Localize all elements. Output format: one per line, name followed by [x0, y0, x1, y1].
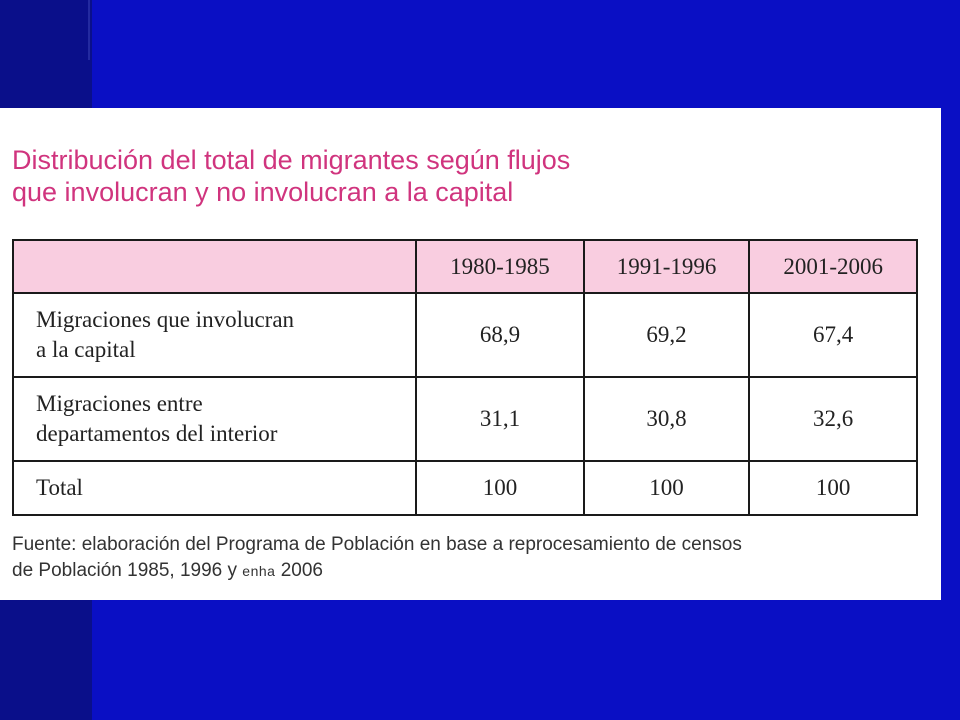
row-label-line-2: departamentos del interior [36, 421, 278, 446]
row-label-line-1: Total [36, 475, 83, 500]
slide-title: Distribución del total de migrantes segú… [12, 144, 912, 208]
table-header-row: 1980-1985 1991-1996 2001-2006 [11, 239, 918, 294]
header-cell-empty [11, 239, 418, 294]
row-label: Migraciones entre departamentos del inte… [11, 376, 418, 462]
table-cell: 30,8 [582, 376, 751, 462]
row-label-line-1: Migraciones que involucran [36, 307, 295, 332]
slide-panel: Distribución del total de migrantes segú… [0, 108, 941, 600]
header-cell-1980-1985: 1980-1985 [415, 239, 585, 294]
table-row: Migraciones que involucran a la capital … [11, 292, 918, 378]
source-enha: enha [242, 563, 276, 579]
title-line-1: Distribución del total de migrantes segú… [12, 145, 571, 175]
source-line-2-start: de Población 1985, 1996 y [12, 560, 243, 581]
table-row: Migraciones entre departamentos del inte… [11, 376, 918, 462]
source-line-2-end: 2006 [275, 560, 323, 581]
table-cell: 100 [582, 460, 751, 516]
header-cell-2001-2006: 2001-2006 [748, 239, 918, 294]
table-cell: 31,1 [415, 376, 585, 462]
row-label-line-2: a la capital [36, 337, 136, 362]
source-line-1: Fuente: elaboración del Programa de Pobl… [12, 534, 742, 555]
table-row-total: Total 100 100 100 [11, 460, 918, 516]
row-label: Total [11, 460, 418, 516]
source-note: Fuente: elaboración del Programa de Pobl… [12, 532, 932, 584]
migration-table: 1980-1985 1991-1996 2001-2006 Migracione… [11, 239, 918, 516]
row-label-line-1: Migraciones entre [36, 391, 203, 416]
table-cell: 67,4 [748, 292, 918, 378]
table-cell: 100 [748, 460, 918, 516]
source-line-2: de Población 1985, 1996 y enha 2006 [12, 558, 932, 584]
table-cell: 69,2 [582, 292, 751, 378]
table-cell: 100 [415, 460, 585, 516]
header-cell-1991-1996: 1991-1996 [582, 239, 751, 294]
row-label: Migraciones que involucran a la capital [11, 292, 418, 378]
table-cell: 68,9 [415, 292, 585, 378]
title-line-2: que involucran y no involucran a la capi… [12, 177, 514, 207]
background-stripe-line [88, 0, 90, 60]
table-cell: 32,6 [748, 376, 918, 462]
